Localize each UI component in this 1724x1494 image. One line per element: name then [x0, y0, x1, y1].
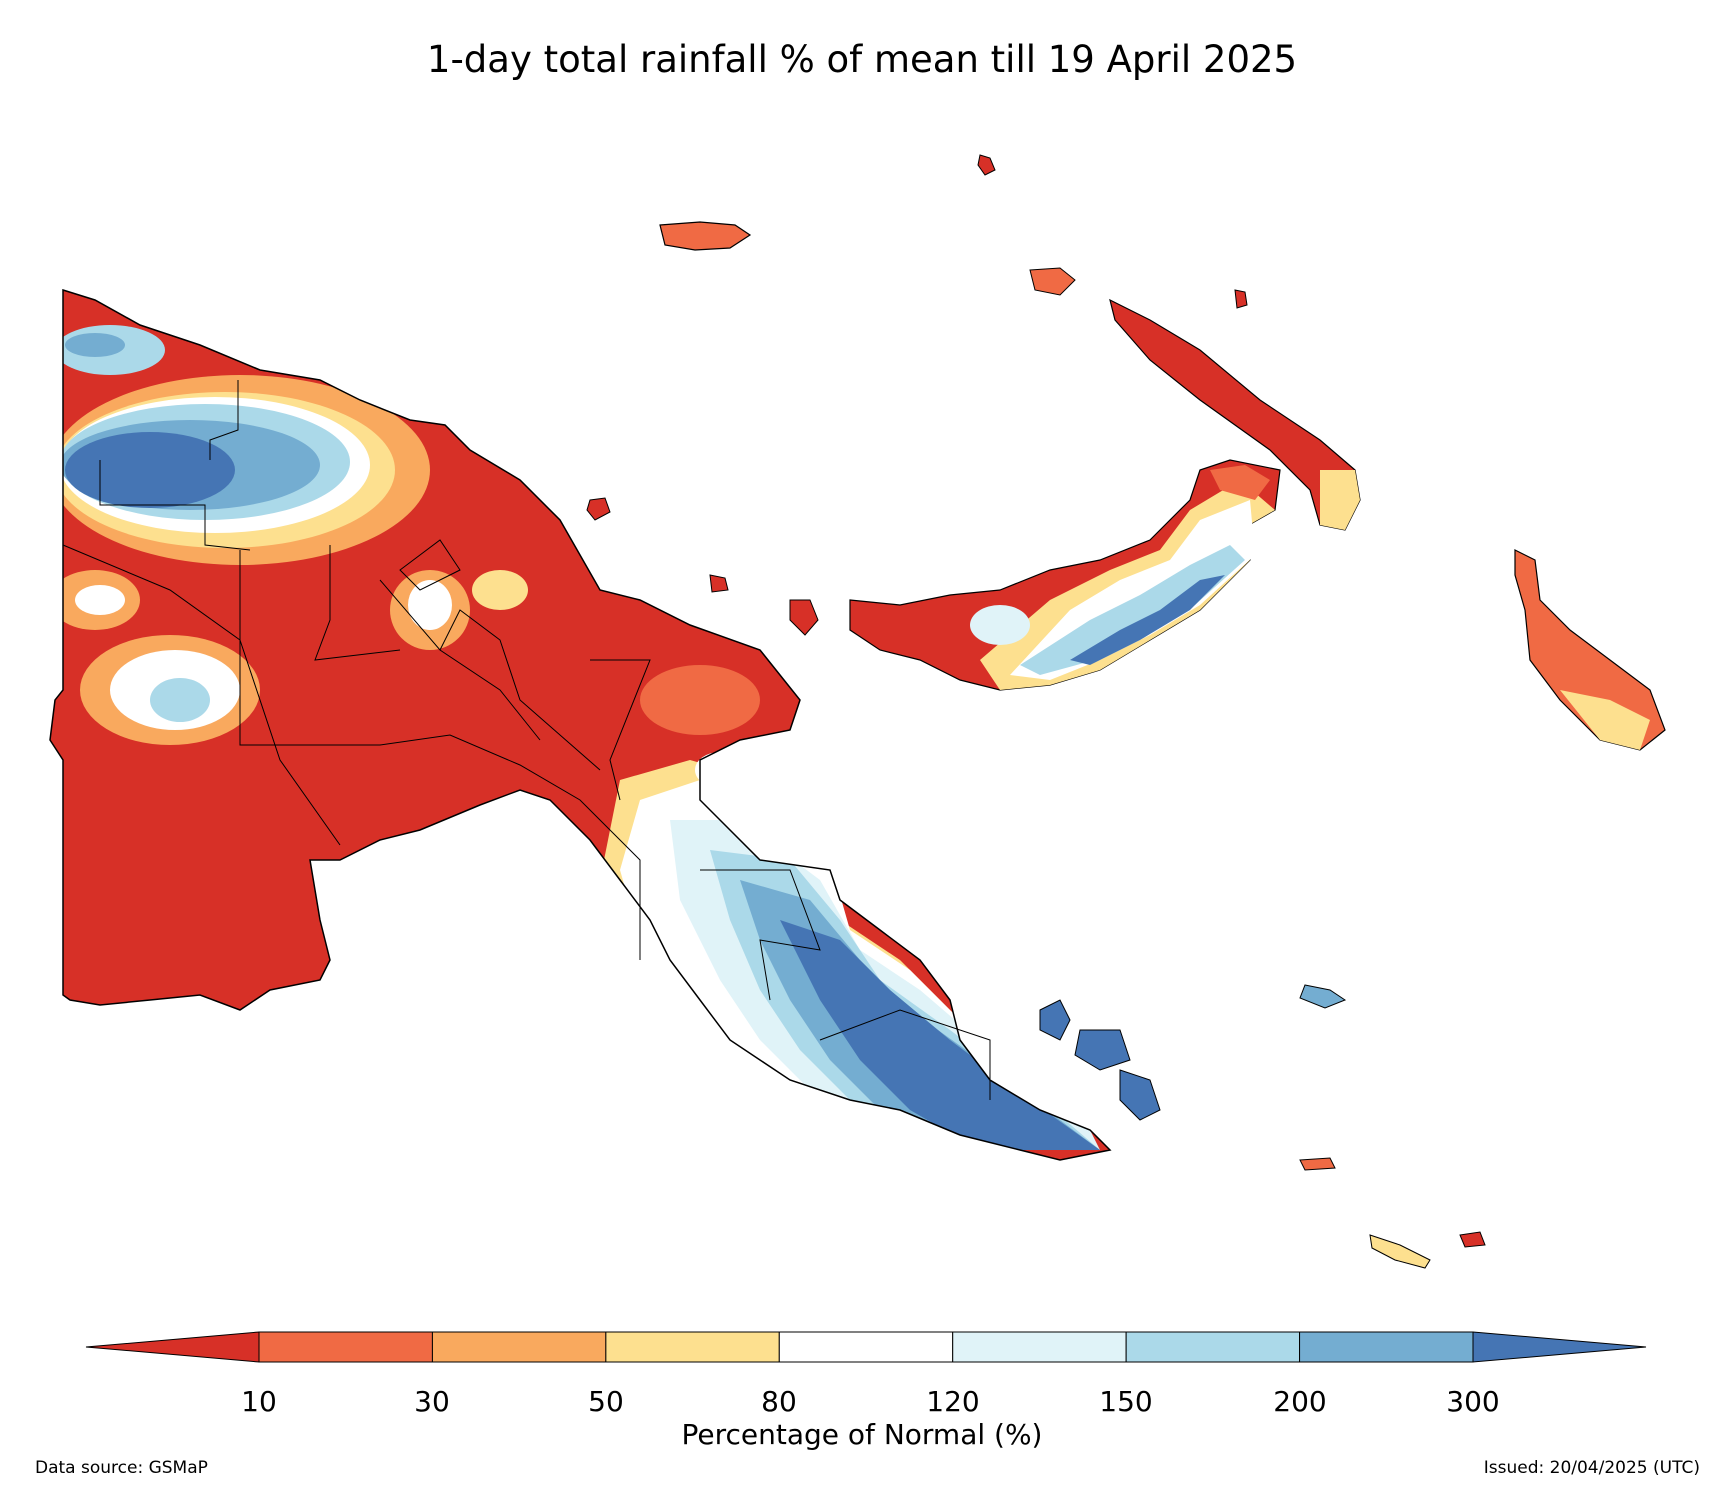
colorbar-swatch: [1125, 1331, 1301, 1363]
colorbar-tick: 50: [588, 1385, 624, 1418]
tagula-island: [1369, 1234, 1431, 1269]
colorbar-extend-low: [85, 1331, 260, 1363]
mussau-island: [977, 154, 996, 176]
colorbar-tick: 30: [414, 1385, 450, 1418]
bougainville-island: [1514, 549, 1666, 751]
misima-island: [1299, 1157, 1336, 1171]
lihir-island: [1234, 289, 1248, 309]
rainfall-map: [49, 154, 1666, 1269]
colorbar-tick: 200: [1273, 1385, 1327, 1418]
colorbar-tick: 80: [761, 1385, 797, 1418]
colorbar: [85, 1331, 1647, 1363]
data-source-note: Data source: GSMaP: [35, 1458, 208, 1478]
long-island: [709, 574, 729, 593]
normanby-island: [1119, 1069, 1161, 1121]
colorbar-tick: 120: [926, 1385, 980, 1418]
woodlark-island: [1299, 984, 1347, 1009]
goodenough-island: [1039, 999, 1071, 1041]
map-title: 1-day total rainfall % of mean till 19 A…: [426, 38, 1298, 81]
karkar-island: [586, 497, 611, 521]
colorbar-tick: 300: [1446, 1385, 1500, 1418]
colorbar-tick: 150: [1099, 1385, 1153, 1418]
new-hanover-island: [1029, 267, 1076, 296]
colorbar-extend-high: [1472, 1331, 1647, 1363]
colorbar-swatch: [1299, 1331, 1474, 1363]
colorbar-swatch: [952, 1331, 1127, 1363]
issued-date-note: Issued: 20/04/2025 (UTC): [1483, 1458, 1700, 1478]
colorbar-swatch: [431, 1331, 607, 1363]
colorbar-swatch: [605, 1331, 780, 1363]
umboi-island: [789, 599, 819, 636]
colorbar-label: Percentage of Normal (%): [681, 1418, 1043, 1451]
mainland-png: [49, 288, 1112, 1161]
fergusson-island: [1074, 1029, 1131, 1071]
manus-island: [659, 221, 752, 251]
rossel-island: [1459, 1231, 1486, 1248]
colorbar-swatch: [258, 1331, 433, 1363]
new-britain-island: [849, 459, 1281, 691]
colorbar-swatch: [778, 1331, 954, 1363]
colorbar-tick: 10: [241, 1385, 277, 1418]
